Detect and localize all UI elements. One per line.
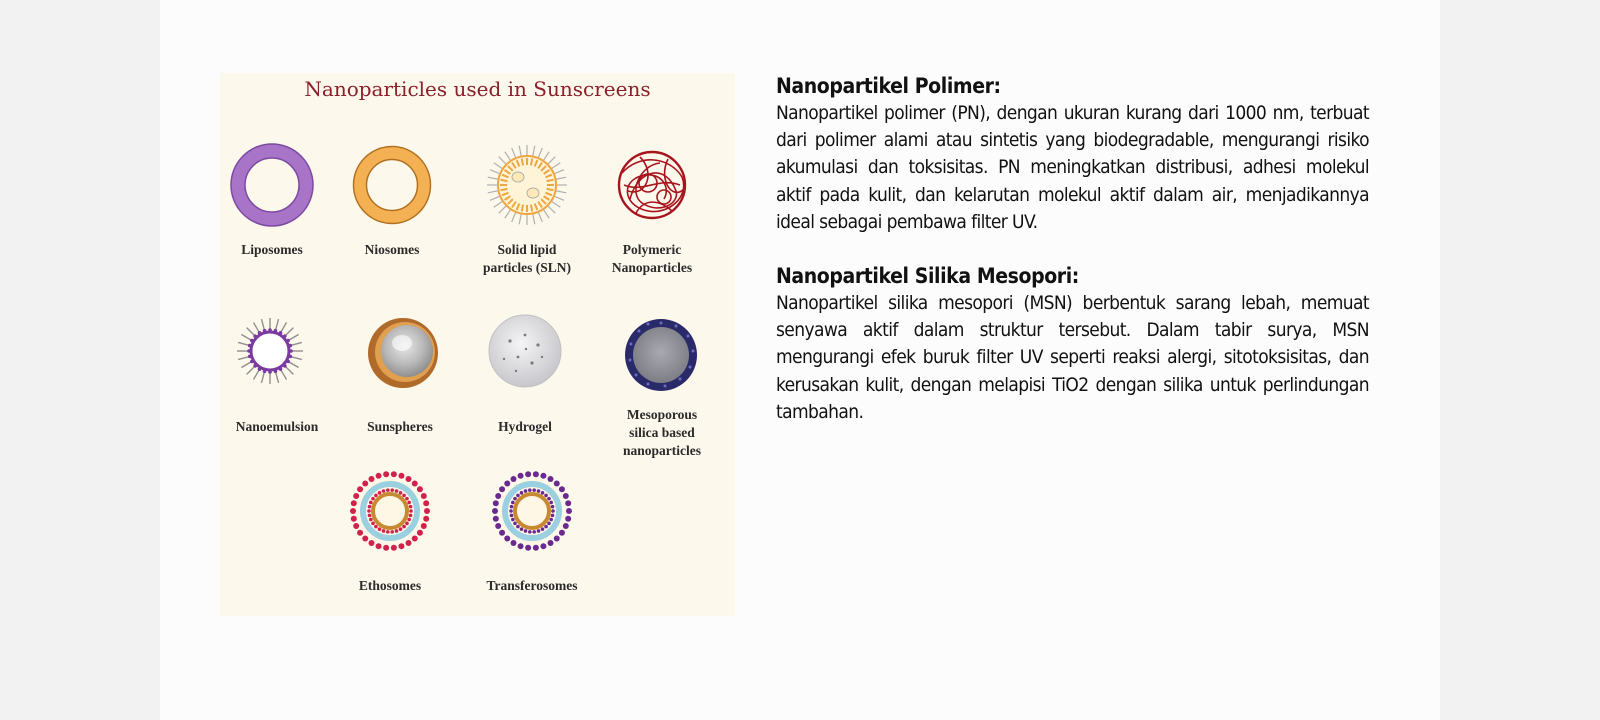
label-hydrogel: Hydrogel (498, 419, 552, 434)
label-sunspheres: Sunspheres (367, 419, 433, 434)
transferosome-drawing (492, 471, 572, 551)
figure-title: Nanoparticles used in Sunscreens (304, 77, 651, 101)
sunspheres-drawing (368, 318, 438, 388)
figure-drawing (230, 143, 697, 551)
label-polymeric-nanoparticles: Polymeric Nanoparticles (611, 242, 693, 275)
niosome-drawing (352, 145, 432, 225)
section-body-polymer: Nanopartikel polimer (PN), dengan ukuran… (776, 102, 1370, 233)
mesoporous-silica-drawing (625, 319, 697, 391)
liposome-drawing (230, 143, 314, 227)
label-mesoporous-silica: Mesoporous silica based nanoparticles (622, 407, 701, 458)
nanoparticles-figure: Nanoparticles used in Sunscreens Liposom… (220, 73, 735, 616)
text-column: Nanopartikel Polimer: Nanopartikel polim… (776, 72, 1370, 452)
section-body-mesoporous-silica: Nanopartikel silika mesopori (MSN) berbe… (776, 292, 1370, 423)
nanoemulsion-drawing (237, 318, 303, 384)
label-liposomes: Liposomes (241, 242, 303, 257)
polymeric-nanoparticle-drawing (617, 150, 687, 220)
sln-drawing (487, 145, 567, 225)
label-nanoemulsion: Nanoemulsion (235, 419, 319, 434)
hydrogel-drawing (488, 314, 562, 388)
label-ethosomes: Ethosomes (358, 578, 422, 593)
label-sln: Solid lipid particles (SLN) (482, 242, 572, 275)
section-heading-mesoporous-silica: Nanopartikel Silika Mesopori: (776, 264, 1079, 289)
ethosome-drawing (350, 471, 430, 551)
section-heading-polymer: Nanopartikel Polimer: (776, 74, 1001, 98)
label-niosomes: Niosomes (364, 242, 420, 257)
label-transferosomes: Transferosomes (486, 578, 578, 593)
